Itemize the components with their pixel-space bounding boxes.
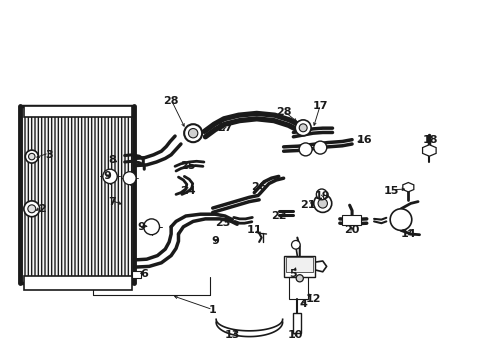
Bar <box>342 215 360 225</box>
Circle shape <box>299 143 311 156</box>
Text: 26: 26 <box>251 182 266 192</box>
Bar <box>132 271 141 278</box>
Circle shape <box>389 209 411 230</box>
Text: 4: 4 <box>299 299 306 309</box>
Bar <box>283 256 315 277</box>
Text: 6: 6 <box>140 269 148 279</box>
Circle shape <box>24 201 40 217</box>
Text: 12: 12 <box>305 294 320 304</box>
Text: 16: 16 <box>356 135 371 145</box>
Text: 10: 10 <box>287 330 303 340</box>
Circle shape <box>123 172 136 185</box>
Bar <box>24 106 132 117</box>
Circle shape <box>313 194 331 212</box>
Text: 8: 8 <box>108 155 116 165</box>
Circle shape <box>184 124 202 142</box>
Circle shape <box>188 129 198 138</box>
Text: 9: 9 <box>103 171 111 181</box>
Text: 17: 17 <box>312 101 327 111</box>
Bar <box>288 265 307 299</box>
Text: 11: 11 <box>246 225 262 235</box>
Polygon shape <box>422 145 435 156</box>
Circle shape <box>28 205 36 213</box>
Text: 25: 25 <box>180 161 196 171</box>
Bar <box>293 313 301 333</box>
Text: 14: 14 <box>400 229 415 239</box>
Bar <box>24 276 132 290</box>
Text: 28: 28 <box>163 96 179 106</box>
Bar <box>285 257 312 272</box>
Text: 18: 18 <box>422 135 437 145</box>
Text: 27: 27 <box>217 123 232 133</box>
Circle shape <box>296 275 303 282</box>
Text: 24: 24 <box>180 186 196 196</box>
Text: 23: 23 <box>214 218 230 228</box>
Text: 1: 1 <box>208 305 216 315</box>
Text: 21: 21 <box>300 200 315 210</box>
Text: 13: 13 <box>224 330 240 340</box>
Text: 2: 2 <box>38 204 45 214</box>
Text: 19: 19 <box>314 191 330 201</box>
Text: 15: 15 <box>383 186 398 196</box>
Text: 9: 9 <box>138 222 145 232</box>
Text: 7: 7 <box>108 197 116 207</box>
Text: 9: 9 <box>211 236 219 246</box>
Text: 28: 28 <box>275 107 291 117</box>
Circle shape <box>291 240 300 249</box>
Polygon shape <box>402 183 413 192</box>
Circle shape <box>25 150 38 163</box>
Circle shape <box>299 124 306 132</box>
Text: 3: 3 <box>45 150 53 160</box>
Circle shape <box>102 169 117 184</box>
Circle shape <box>28 153 35 160</box>
Bar <box>20 106 134 283</box>
Text: 5: 5 <box>289 269 297 279</box>
Circle shape <box>316 189 326 200</box>
Circle shape <box>313 141 326 154</box>
Circle shape <box>143 219 159 235</box>
Text: 22: 22 <box>270 211 286 221</box>
Text: 20: 20 <box>344 225 359 235</box>
Circle shape <box>295 120 310 136</box>
Circle shape <box>317 199 327 208</box>
